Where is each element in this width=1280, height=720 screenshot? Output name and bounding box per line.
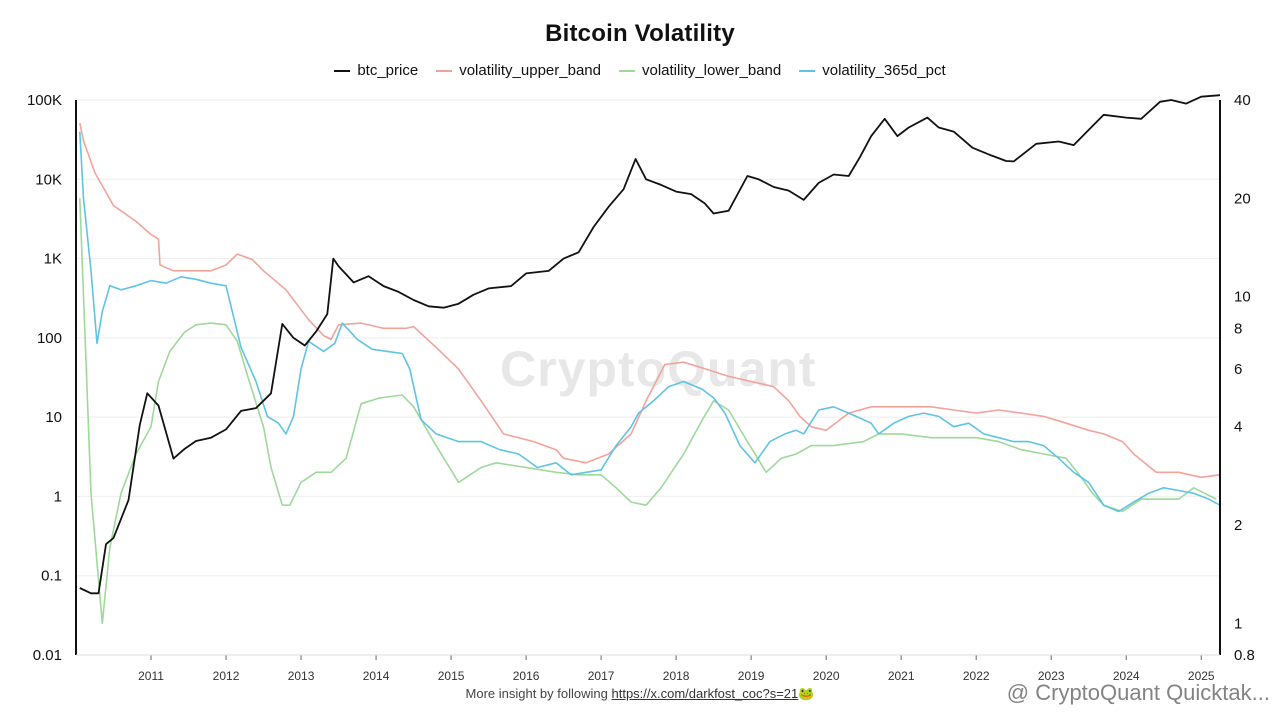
series-line-volatility-365d-pct (79, 131, 1221, 513)
x-tick-label: 2017 (588, 669, 615, 683)
x-tick-label: 2021 (888, 669, 915, 683)
legend-swatch-btc-price (334, 69, 351, 72)
y-left-tick-label: 100K (27, 92, 62, 109)
y-left-tick-label: 10K (35, 171, 62, 188)
legend-label-lower-band: volatility_lower_band (641, 62, 782, 79)
x-tick-label: 2018 (663, 669, 690, 683)
x-tick-label: 2014 (363, 669, 390, 683)
y-left-tick-label: 1K (44, 251, 62, 268)
y-right-tick-label: 6 (1234, 361, 1242, 378)
series-lines (79, 94, 1221, 625)
series-line-btc-price (79, 94, 1221, 595)
legend-label-365d-pct: volatility_365d_pct (822, 62, 946, 79)
legend-item-lower-band[interactable]: volatility_lower_band (618, 62, 782, 79)
legend-swatch-365d-pct (799, 69, 816, 72)
series-line-volatility-upper-band (79, 122, 1221, 479)
y-left-tick-label: 10 (45, 409, 62, 426)
x-tick-label: 2024 (1113, 669, 1140, 683)
x-tick-label: 2013 (288, 669, 315, 683)
y-right-tick-label: 2 (1234, 517, 1242, 534)
signature: @ CryptoQuant Quicktak... (1006, 680, 1270, 705)
footer-link[interactable]: https://x.com/darkfost_coc?s=21 (611, 686, 799, 701)
x-tick-label: 2015 (438, 669, 465, 683)
x-tick-label: 2019 (738, 669, 765, 683)
x-tick-label: 2023 (1038, 669, 1065, 683)
legend-item-btc-price[interactable]: btc_price (334, 62, 418, 79)
x-tick-label: 2020 (813, 669, 840, 683)
x-tick-label: 2012 (213, 669, 240, 683)
legend-item-365d-pct[interactable]: volatility_365d_pct (799, 62, 946, 79)
legend-label-upper-band: volatility_upper_band (459, 62, 601, 79)
legend-swatch-upper-band (436, 69, 453, 72)
y-right-tick-label: 4 (1234, 419, 1242, 436)
axes: 0.01 0.1 1 10 100 1K 10K 100K 0.8 1 2 4 6 8 10 20 40 2011… (27, 92, 1255, 683)
chart-title: Bitcoin Volatility (545, 20, 735, 47)
y-right-tick-label: 0.8 (1234, 647, 1255, 664)
y-right-tick-label: 40 (1234, 92, 1251, 109)
y-right-tick-label: 20 (1234, 190, 1251, 207)
legend: btc_price volatility_upper_band volatili… (0, 62, 1280, 79)
y-right-tick-label: 10 (1234, 289, 1251, 306)
y-left-tick-label: 100 (37, 330, 62, 347)
y-right-tick-label: 8 (1234, 320, 1242, 337)
y-left-tick-label: 1 (54, 488, 62, 505)
legend-label-btc-price: btc_price (357, 62, 419, 79)
y-left-tick-label: 0.1 (41, 568, 62, 585)
legend-swatch-lower-band (618, 69, 635, 72)
x-tick-label: 2025 (1188, 669, 1215, 683)
y-right-tick-label: 1 (1234, 615, 1242, 632)
x-tick-label: 2016 (513, 669, 540, 683)
y-left-tick-label: 0.01 (33, 647, 62, 664)
series-line-volatility-lower-band (79, 198, 1217, 625)
watermark: CryptoQuant (500, 341, 817, 397)
footer-text: More insight by following (465, 686, 612, 701)
legend-item-upper-band[interactable]: volatility_upper_band (436, 62, 601, 79)
x-tick-label: 2022 (963, 669, 990, 683)
x-tick-label: 2011 (138, 669, 164, 683)
frog-icon: 🐸 (798, 686, 815, 701)
footer: More insight by following https://x.com/… (0, 686, 1280, 702)
